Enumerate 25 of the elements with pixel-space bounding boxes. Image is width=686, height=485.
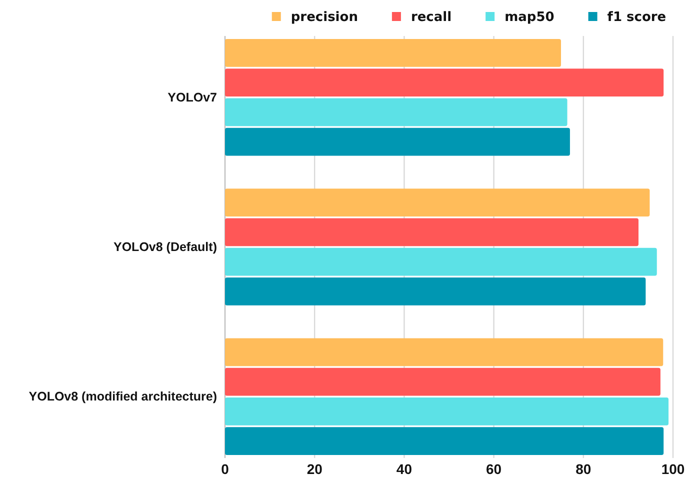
x-tick-label: 20 [306, 460, 323, 477]
bar [225, 218, 639, 246]
x-tick-label: 80 [576, 460, 592, 477]
legend-label: precision [290, 10, 358, 25]
bar [225, 248, 657, 276]
x-tick-label: 40 [396, 460, 412, 477]
legend-label: recall [410, 10, 452, 25]
bar [225, 98, 568, 126]
x-tick-label: 0 [221, 460, 230, 477]
bar [225, 338, 664, 366]
bar [225, 368, 660, 396]
legend-label: f1 score [607, 10, 666, 25]
bar [225, 278, 646, 306]
bar [225, 38, 561, 67]
bar [225, 68, 664, 96]
legend-label: map50 [504, 10, 554, 25]
y-tick-label: YOLOv7 [168, 90, 218, 104]
bar [225, 427, 664, 456]
x-tick-label: 100 [661, 460, 685, 477]
y-tick-label: YOLOv8 (Default) [114, 240, 217, 254]
bar [225, 128, 570, 156]
bar [225, 398, 669, 426]
bar [225, 188, 650, 216]
x-tick-label: 60 [486, 460, 502, 477]
y-tick-label: YOLOv8 (modified architecture) [28, 390, 217, 404]
